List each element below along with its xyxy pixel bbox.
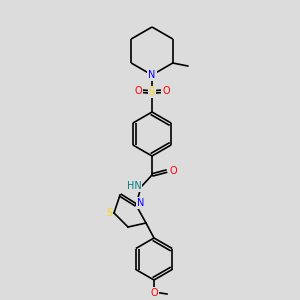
Text: S: S: [106, 208, 112, 218]
Text: N: N: [148, 70, 156, 80]
Text: N: N: [137, 198, 145, 208]
Text: S: S: [149, 87, 155, 97]
Text: O: O: [169, 166, 177, 176]
Text: HN: HN: [127, 181, 141, 191]
Text: O: O: [162, 86, 170, 96]
Text: O: O: [134, 86, 142, 96]
Text: O: O: [150, 288, 158, 298]
